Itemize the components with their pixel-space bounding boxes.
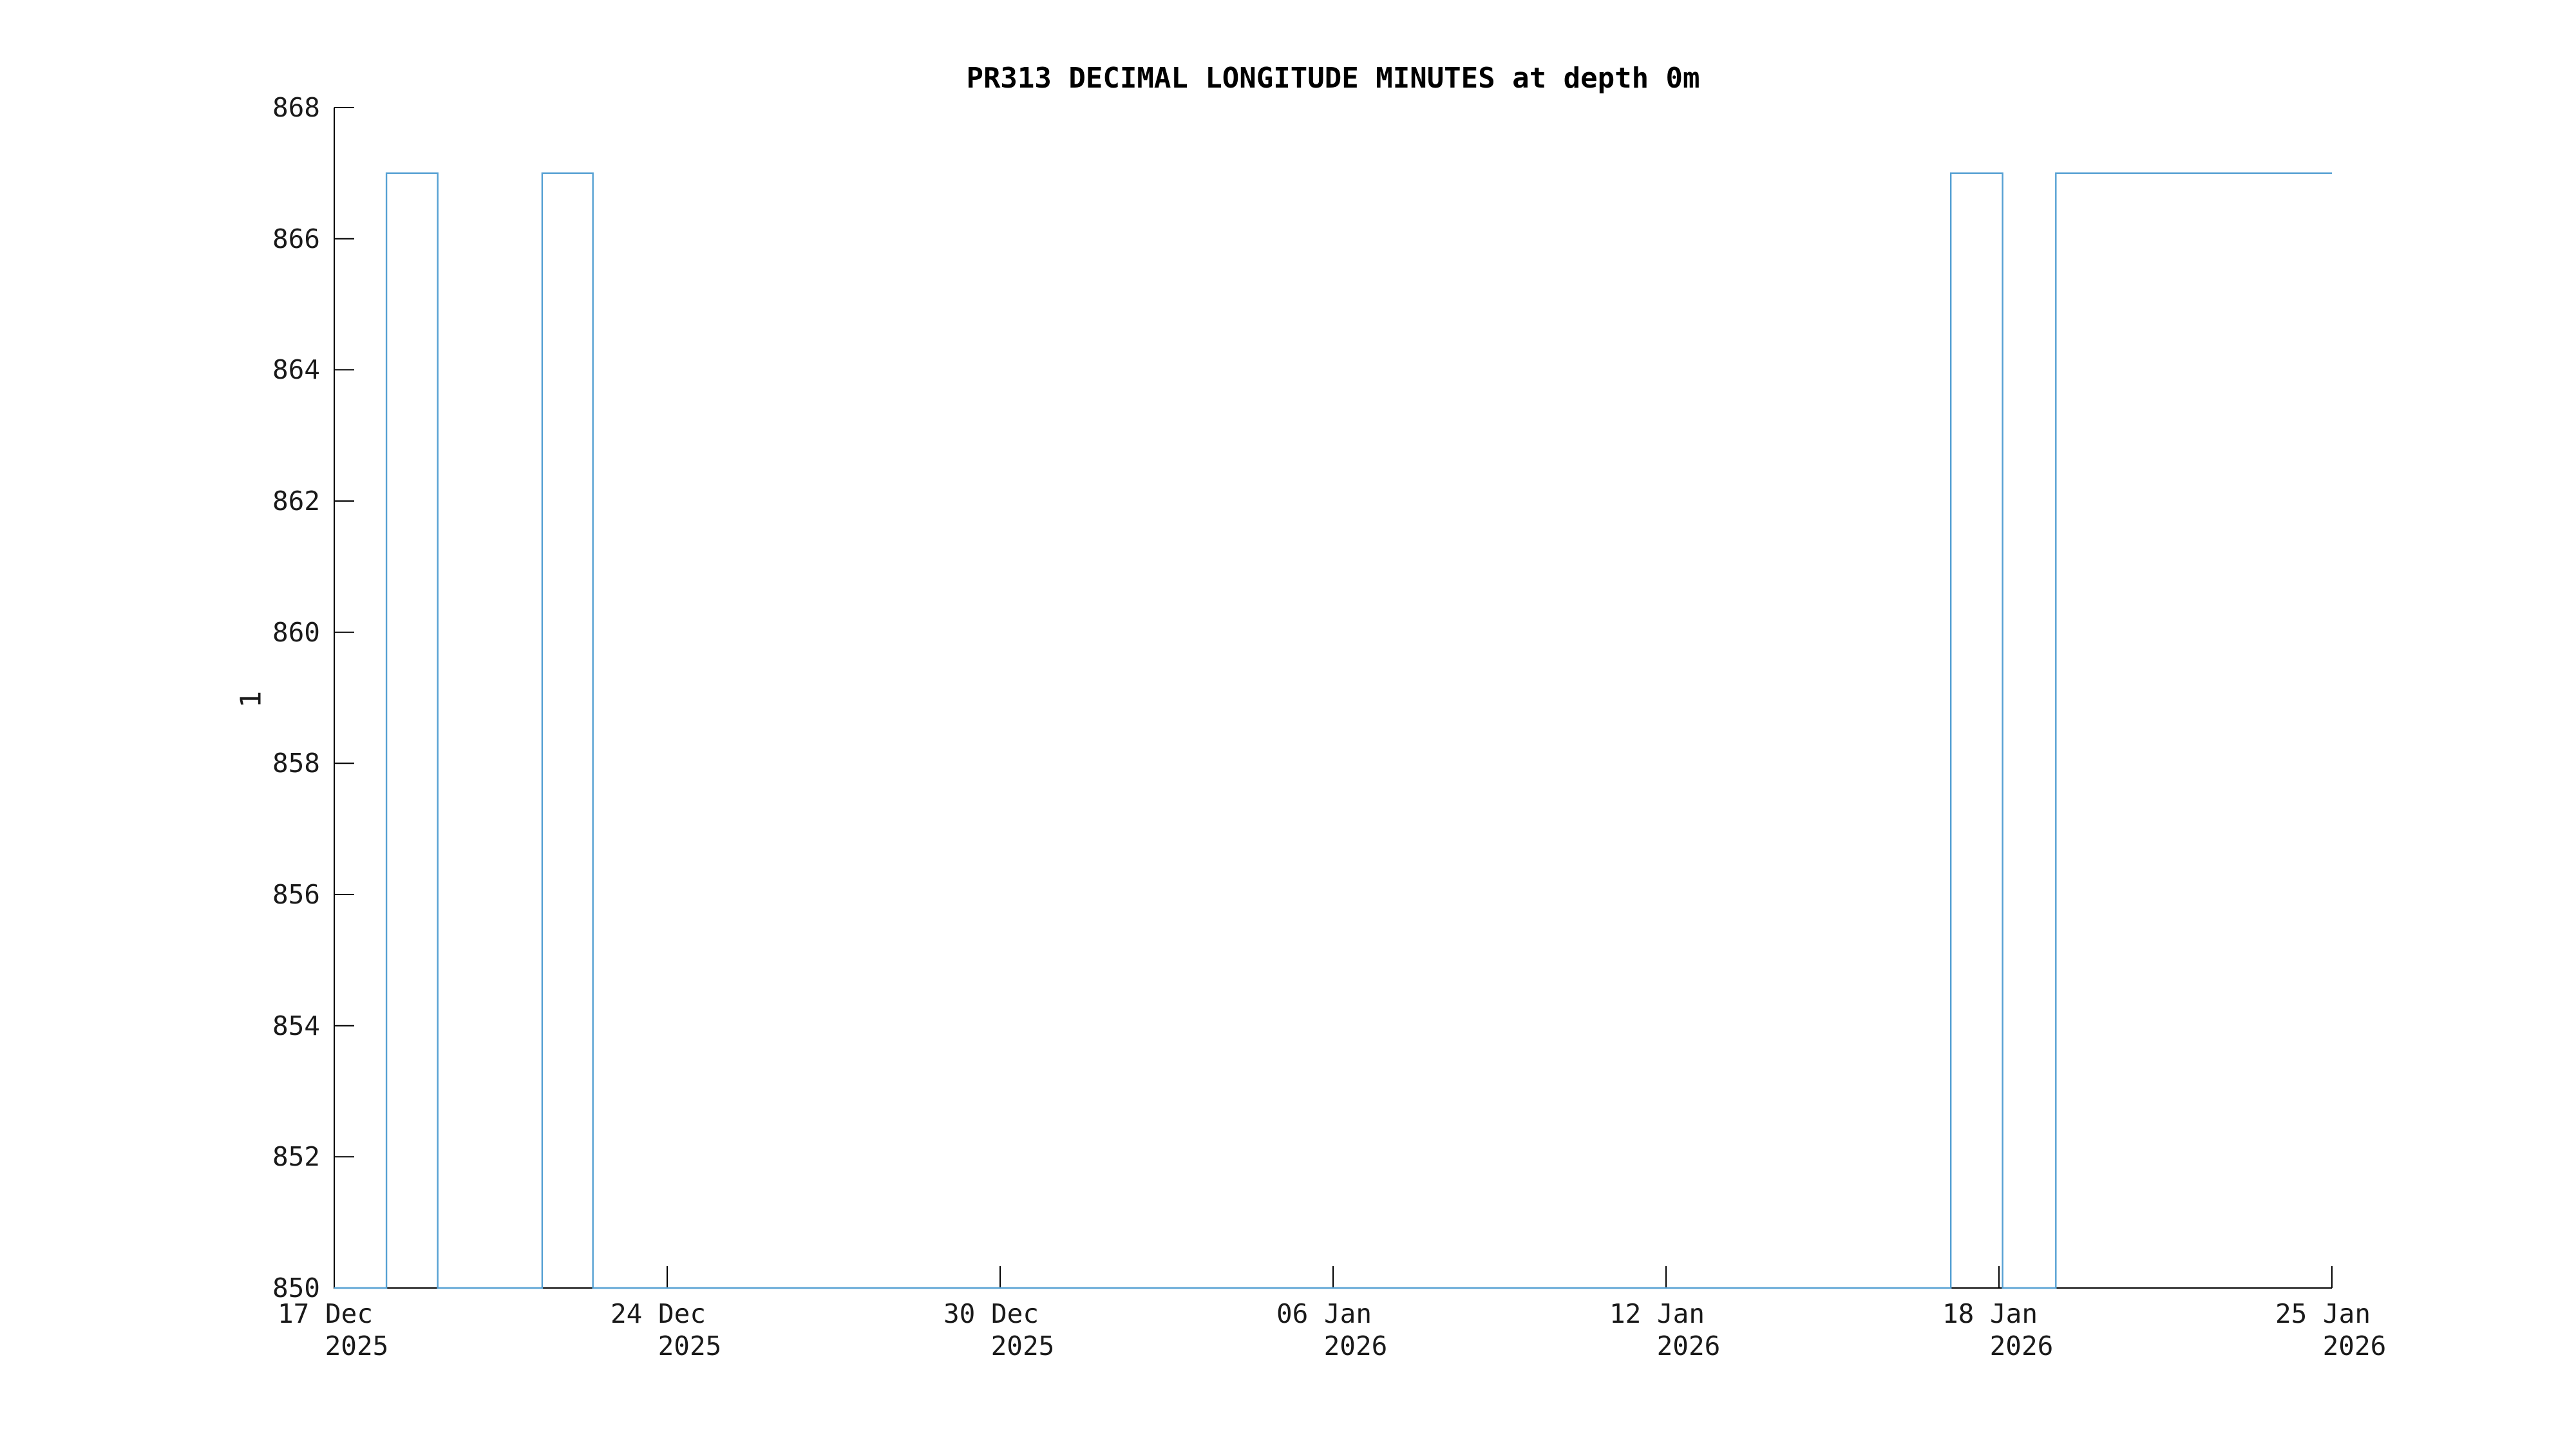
x-tick-label-date: 06 Jan	[1276, 1298, 1372, 1329]
y-tick-label: 852	[272, 1141, 320, 1173]
x-tick-label-year: 2025	[658, 1331, 722, 1361]
chart-title: PR313 DECIMAL LONGITUDE MINUTES at depth…	[966, 62, 1700, 95]
x-tick-label-date: 12 Jan	[1609, 1298, 1705, 1329]
y-tick-label: 864	[272, 354, 320, 386]
y-tick-marks	[334, 107, 354, 1289]
y-tick-label: 854	[272, 1010, 320, 1041]
x-tick-label-year: 2025	[325, 1331, 389, 1361]
x-tick-label-year: 2025	[990, 1331, 1055, 1361]
x-tick-label-date: 18 Jan	[1942, 1298, 2038, 1329]
x-tick-label-year: 2026	[1323, 1331, 1388, 1361]
y-tick-label: 860	[272, 616, 320, 648]
y-tick-label: 858	[272, 748, 320, 779]
y-tick-label: 866	[272, 223, 320, 254]
x-tick-label-year: 2026	[1989, 1331, 2054, 1361]
x-tick-marks	[334, 1266, 2333, 1288]
x-tick-label-year: 2026	[1656, 1331, 1721, 1361]
x-tick-label-date: 24 Dec	[610, 1298, 706, 1329]
x-tick-label-date: 30 Dec	[943, 1298, 1039, 1329]
x-tick-label-date: 17 Dec	[277, 1298, 374, 1329]
x-tick-label-date: 25 Jan	[2275, 1298, 2371, 1329]
x-tick-label-year: 2026	[2322, 1331, 2387, 1361]
data-line	[334, 172, 2332, 1289]
y-tick-label: 856	[272, 879, 320, 910]
y-tick-label: 868	[272, 92, 320, 123]
y-tick-label: 862	[272, 486, 320, 516]
y-tick-label: 850	[272, 1273, 320, 1303]
axis-lines	[334, 108, 2332, 1289]
